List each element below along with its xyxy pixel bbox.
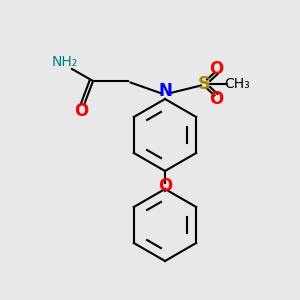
Text: O: O — [74, 102, 88, 120]
Text: CH₃: CH₃ — [224, 77, 250, 91]
Text: S: S — [197, 75, 211, 93]
Text: O: O — [209, 60, 223, 78]
Text: O: O — [158, 177, 172, 195]
Text: N: N — [158, 82, 172, 100]
Text: NH₂: NH₂ — [51, 55, 78, 68]
Text: O: O — [209, 90, 223, 108]
